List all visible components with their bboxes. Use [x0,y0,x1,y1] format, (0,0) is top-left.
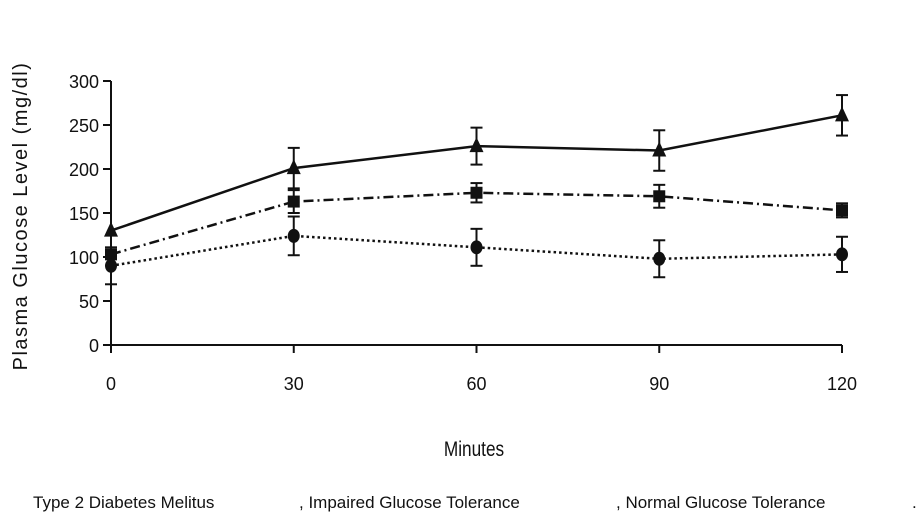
data-point-circle [836,247,848,262]
data-point-square [287,195,300,208]
data-point-triangle [652,141,667,157]
y-tick-label: 100 [69,248,99,268]
x-tick-label: 30 [284,374,304,394]
data-point-triangle [835,106,849,122]
series-line [110,234,843,268]
x-axis-title: Minutes [444,439,504,462]
series-layer [104,94,849,286]
data-point-circle [470,240,483,255]
y-tick-label: 300 [69,72,99,92]
data-point-circle [287,228,300,243]
x-tick-label: 60 [466,374,486,394]
y-tick-label: 150 [69,204,99,224]
data-point-square [470,186,483,199]
x-tick-label: 120 [827,374,857,394]
legend-item-impaired-glucose: , Impaired Glucose Tolerance [299,493,520,512]
data-point-circle [105,258,117,273]
legend-end-period: . [912,493,917,512]
y-tick-label: 0 [89,336,99,356]
data-point-square [653,190,666,203]
legend-item-type2-diabetes: Type 2 Diabetes Melitus [33,493,215,512]
series-circle [105,215,848,286]
data-point-triangle [286,159,301,175]
y-tick-label: 250 [69,116,99,136]
glucose-line-chart: 0 50 100 150 200 250 300 0 30 60 90 120 Plasma Gluc… [10,62,857,462]
y-tick-label: 50 [79,292,99,312]
series-triangle [104,94,849,237]
data-point-triangle [469,137,484,153]
y-axis-title: Plasma Glucose Level (mg/dl) [10,62,32,371]
x-tick-label: 90 [649,374,669,394]
series-line [110,191,843,256]
x-tick-label: 0 [106,374,116,394]
y-tick-label: 200 [69,160,99,180]
data-point-circle [653,251,666,266]
legend-item-normal-glucose: , Normal Glucose Tolerance [616,493,826,512]
data-point-square [836,204,848,217]
axes: 0 50 100 150 200 250 300 0 30 60 90 120 [69,72,857,394]
data-point-triangle [104,221,118,237]
